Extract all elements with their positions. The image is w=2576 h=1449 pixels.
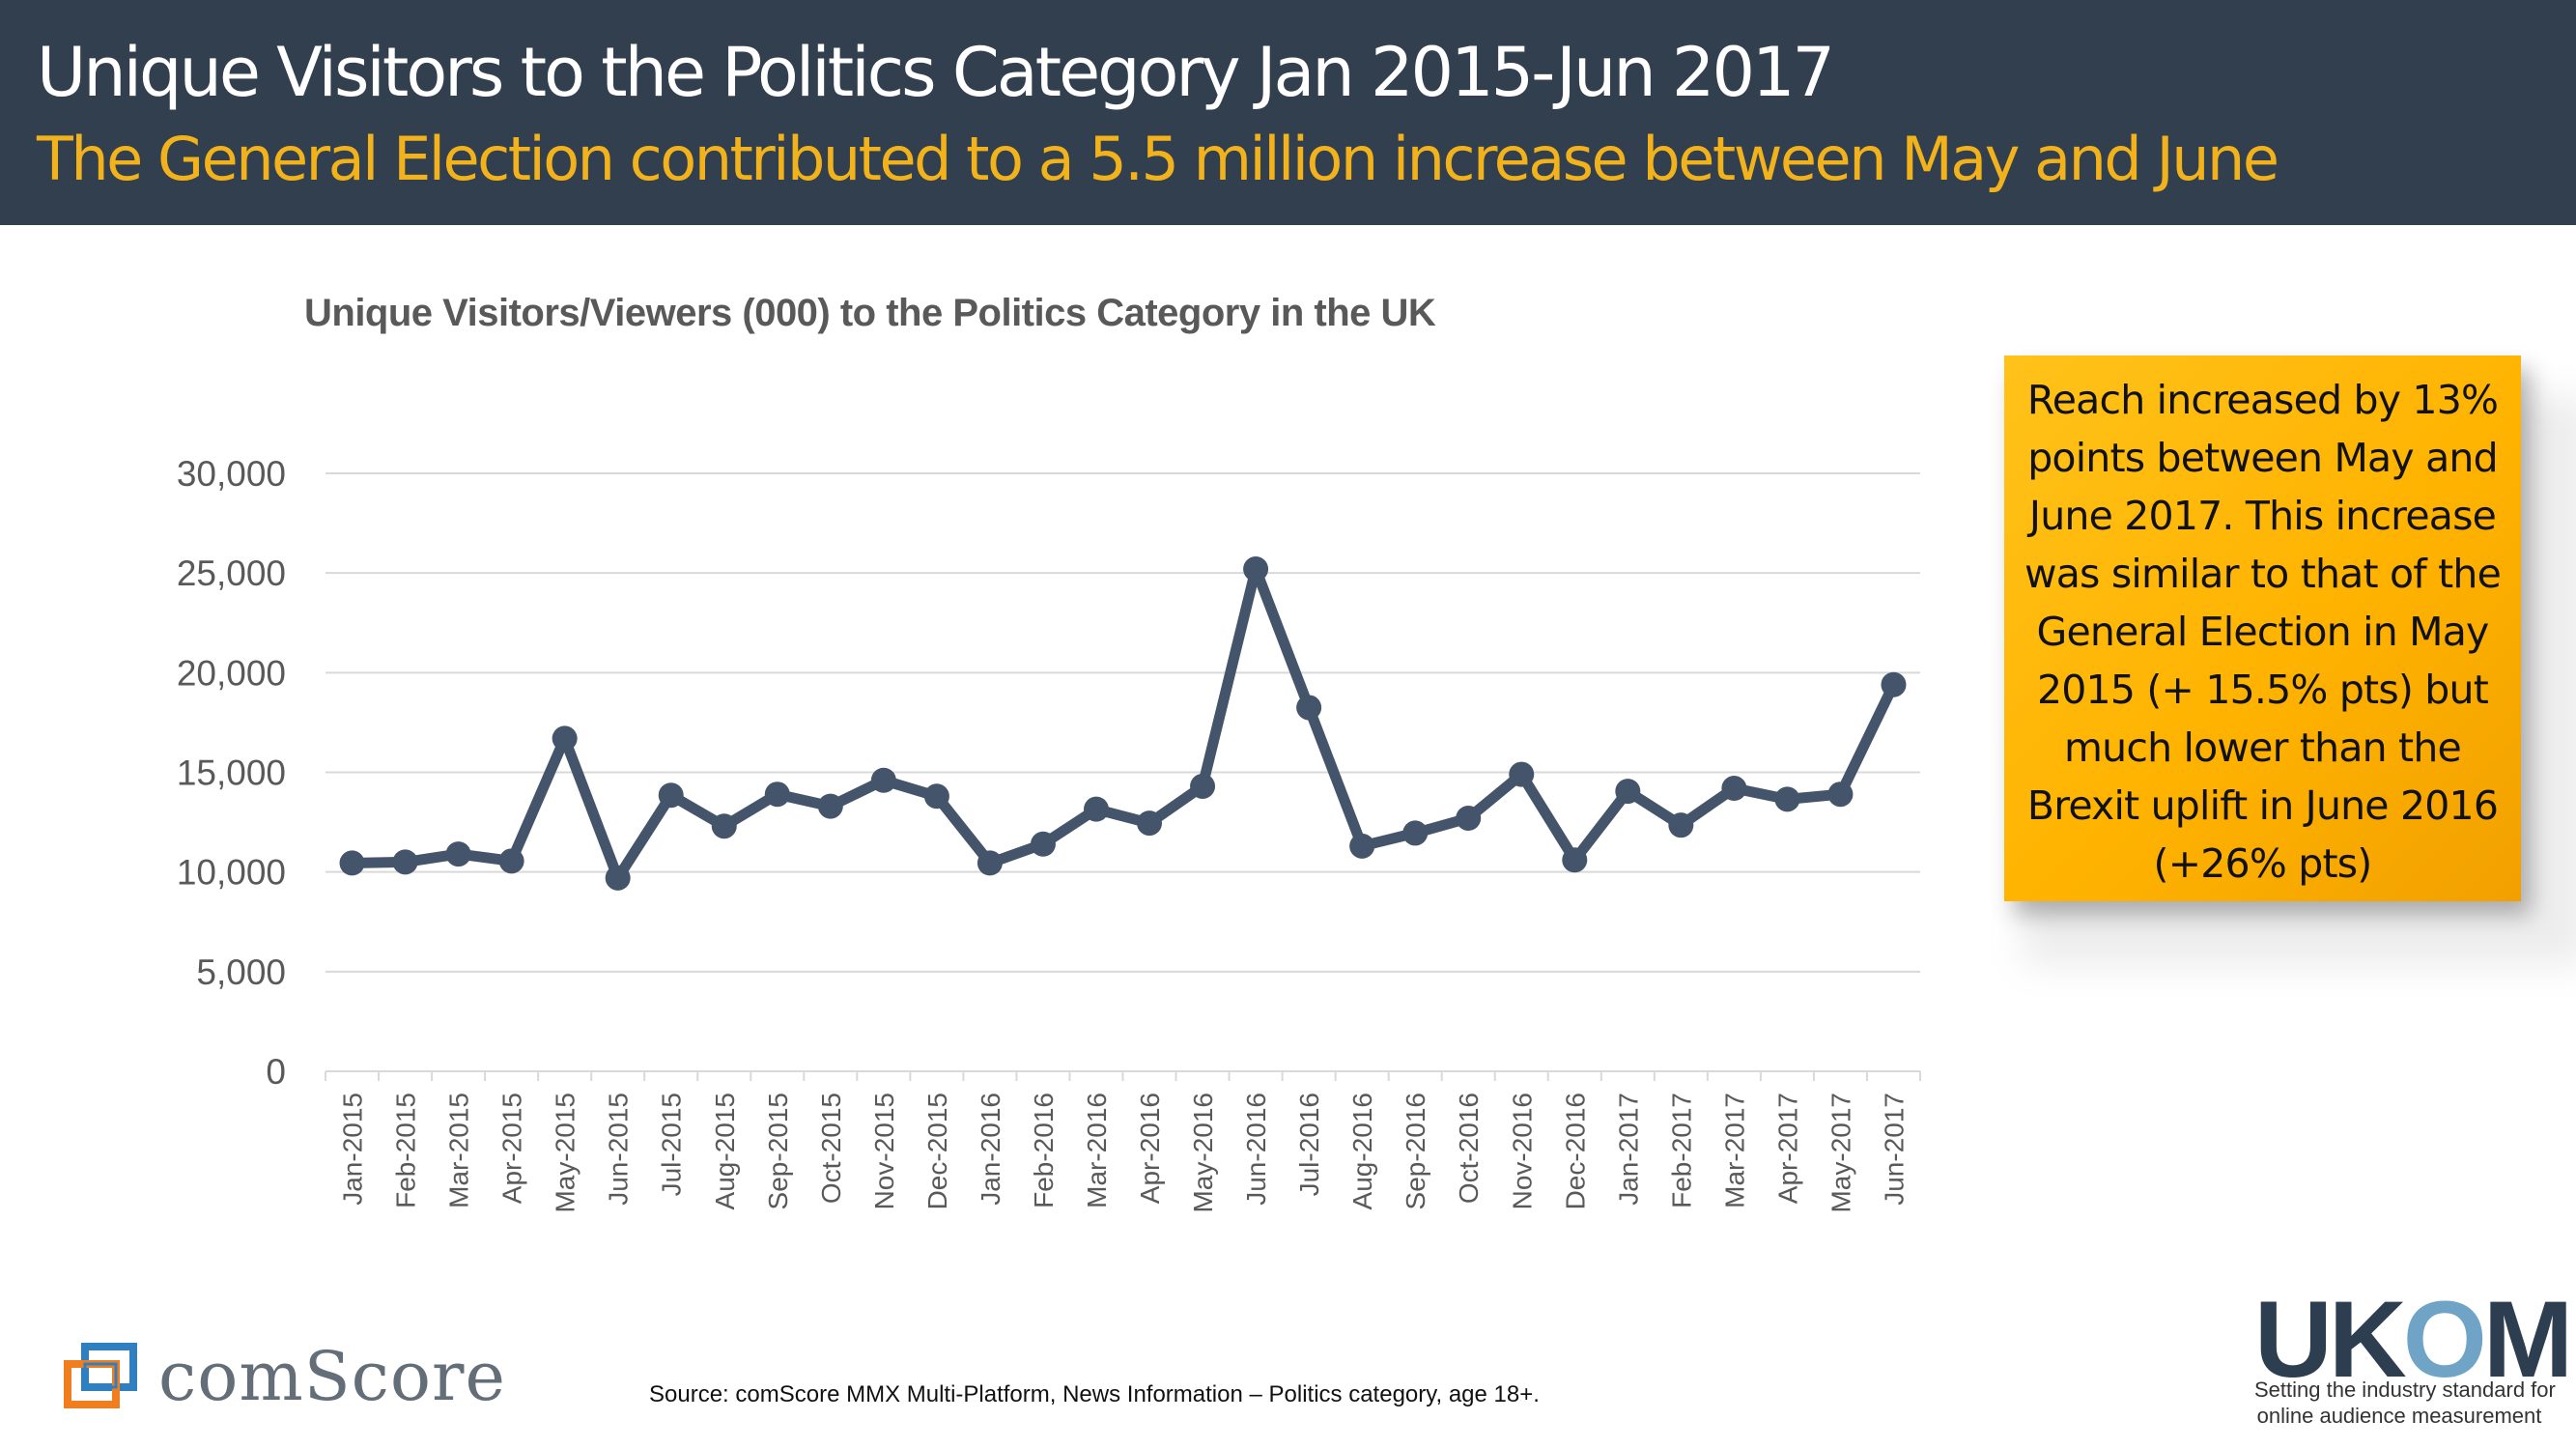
page-title: Unique Visitors to the Politics Category… bbox=[37, 33, 1835, 112]
x-tick-label: Apr-2016 bbox=[1135, 1093, 1165, 1204]
comscore-logo-text: comScore bbox=[158, 1337, 506, 1416]
ukom-tagline-line-2: online audience measurement bbox=[2256, 1404, 2542, 1428]
x-tick-label: Nov-2016 bbox=[1507, 1093, 1537, 1209]
x-tick-label: Aug-2015 bbox=[710, 1093, 740, 1209]
y-tick-label: 20,000 bbox=[177, 653, 286, 693]
source-note: Source: comScore MMX Multi-Platform, New… bbox=[649, 1381, 1540, 1407]
gridlines bbox=[326, 472, 1920, 973]
data-point bbox=[658, 782, 684, 809]
y-tick-label: 30,000 bbox=[177, 454, 286, 494]
line-chart: 0 5,000 10,000 15,000 20,000 25,000 30,000 Jan… bbox=[177, 454, 1921, 1213]
data-point bbox=[445, 841, 471, 867]
x-tick-label: May-2015 bbox=[551, 1093, 580, 1213]
x-tick-label: Feb-2017 bbox=[1666, 1093, 1696, 1208]
data-point bbox=[1030, 831, 1056, 857]
x-tick-label: Mar-2017 bbox=[1719, 1093, 1749, 1208]
x-tick-label: Apr-2015 bbox=[497, 1093, 527, 1204]
data-point bbox=[552, 725, 578, 752]
x-tick-label: Feb-2015 bbox=[391, 1093, 421, 1208]
data-point bbox=[1137, 810, 1163, 837]
x-tick-label: Jan-2017 bbox=[1613, 1093, 1643, 1206]
axes bbox=[325, 1070, 1921, 1081]
x-tick-label: May-2016 bbox=[1188, 1093, 1218, 1213]
x-tick-label: Sep-2016 bbox=[1401, 1093, 1430, 1209]
x-tick-label: Jan-2015 bbox=[338, 1093, 368, 1206]
x-tick-label: Oct-2016 bbox=[1454, 1093, 1484, 1204]
data-point bbox=[870, 767, 896, 793]
y-tick-label: 25,000 bbox=[177, 554, 286, 593]
comscore-logo-icon bbox=[64, 1343, 137, 1408]
data-point bbox=[1562, 847, 1588, 873]
y-tick-label: 15,000 bbox=[177, 753, 286, 793]
x-tick-label: Feb-2016 bbox=[1029, 1093, 1059, 1208]
y-tick-label: 0 bbox=[266, 1052, 286, 1092]
data-point bbox=[923, 783, 949, 810]
data-point bbox=[1668, 812, 1694, 838]
data-point bbox=[605, 865, 631, 891]
x-tick-label: Sep-2015 bbox=[763, 1093, 793, 1209]
data-point bbox=[1509, 761, 1535, 787]
x-tick-label: Dec-2016 bbox=[1560, 1093, 1590, 1209]
data-points bbox=[339, 556, 1907, 891]
x-tick-label: May-2017 bbox=[1826, 1093, 1855, 1213]
x-tick-label: Jun-2015 bbox=[604, 1093, 634, 1206]
data-point bbox=[764, 781, 790, 808]
series-line-path bbox=[347, 563, 1899, 884]
header-banner: Unique Visitors to the Politics Category… bbox=[0, 0, 2576, 225]
y-axis-ticks: 0 5,000 10,000 15,000 20,000 25,000 30,000 bbox=[177, 454, 286, 1092]
data-point bbox=[392, 849, 418, 875]
chart-title: Unique Visitors/Viewers (000) to the Pol… bbox=[304, 292, 1436, 334]
data-point bbox=[1296, 695, 1322, 721]
x-tick-label: Mar-2016 bbox=[1082, 1093, 1112, 1208]
ukom-logo: UKOM Setting the industry standard for o… bbox=[2254, 1279, 2573, 1428]
x-tick-label: Jan-2016 bbox=[976, 1093, 1005, 1206]
x-tick-label: Aug-2016 bbox=[1347, 1093, 1377, 1209]
ukom-tagline-line-1: Setting the industry standard for bbox=[2254, 1378, 2556, 1402]
data-point bbox=[1827, 781, 1854, 808]
data-point bbox=[977, 850, 1003, 876]
x-tick-label: Oct-2015 bbox=[816, 1093, 846, 1204]
data-point bbox=[1243, 556, 1269, 582]
y-tick-label: 5,000 bbox=[196, 952, 286, 992]
x-tick-label: Jun-2017 bbox=[1879, 1093, 1909, 1206]
x-tick-label: Jul-2016 bbox=[1294, 1093, 1324, 1196]
x-axis-ticks: Jan-2015 Feb-2015 Mar-2015 Apr-2015 May-2015… bbox=[338, 1093, 1910, 1213]
data-point bbox=[1190, 773, 1216, 799]
data-point bbox=[498, 848, 524, 874]
data-point bbox=[711, 813, 737, 839]
y-tick-label: 10,000 bbox=[177, 853, 286, 893]
data-point bbox=[1721, 776, 1747, 802]
comscore-logo: comScore bbox=[64, 1337, 547, 1420]
page-subtitle: The General Election contributed to a 5.… bbox=[37, 124, 2279, 194]
series-line bbox=[347, 563, 1899, 884]
data-point bbox=[1615, 779, 1641, 805]
data-point bbox=[1349, 833, 1375, 859]
x-tick-label: Dec-2015 bbox=[922, 1093, 952, 1209]
data-point bbox=[1774, 786, 1800, 812]
x-tick-label: Apr-2017 bbox=[1772, 1093, 1802, 1204]
x-tick-label: Jun-2016 bbox=[1241, 1093, 1271, 1206]
data-point bbox=[1402, 820, 1429, 846]
data-point bbox=[1881, 671, 1907, 697]
x-tick-label: Mar-2015 bbox=[444, 1093, 474, 1208]
x-tick-label: Nov-2015 bbox=[869, 1093, 899, 1209]
callout-box: Reach increased by 13% points between Ma… bbox=[2004, 355, 2521, 901]
data-point bbox=[1083, 796, 1109, 822]
ukom-logo-text: UKOM bbox=[2254, 1279, 2573, 1400]
x-tick-label: Jul-2015 bbox=[657, 1093, 687, 1196]
data-point bbox=[1456, 805, 1482, 831]
data-point bbox=[817, 793, 843, 819]
data-point bbox=[339, 850, 365, 876]
